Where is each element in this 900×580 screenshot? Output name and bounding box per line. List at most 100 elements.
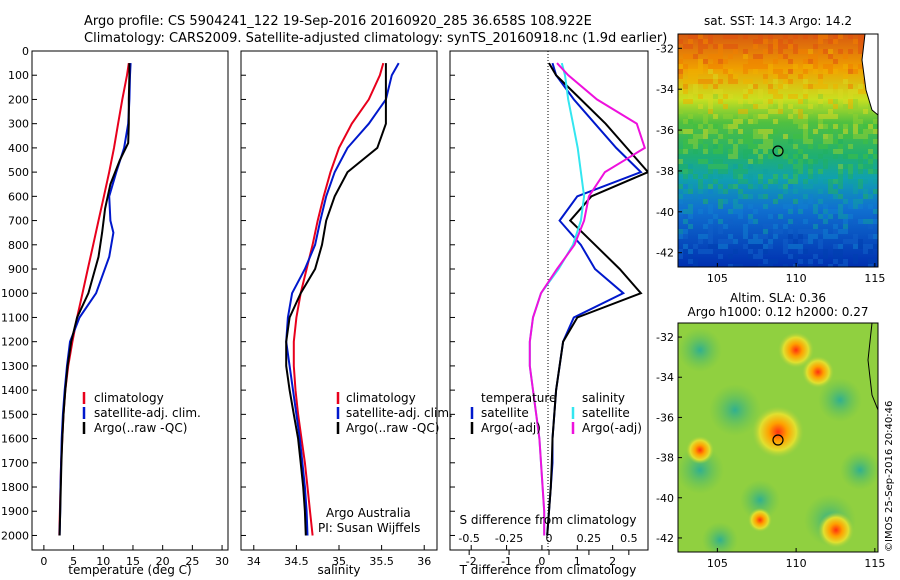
sst-pixel	[838, 49, 843, 54]
sst-pixel	[693, 259, 698, 264]
sst-pixel	[798, 164, 803, 169]
sst-pixel	[773, 179, 778, 184]
sst-pixel	[773, 259, 778, 264]
sst-pixel	[793, 119, 798, 124]
sst-pixel	[793, 244, 798, 249]
sst-pixel	[813, 129, 818, 134]
depth-tick-label: 1800	[1, 481, 29, 494]
lat-tick-label: -32	[656, 331, 674, 344]
temperature-profiles	[58, 62, 132, 536]
sst-pixel	[808, 64, 813, 69]
sst-pixel	[788, 94, 793, 99]
sst-pixel	[688, 114, 693, 119]
sst-pixel	[758, 54, 763, 59]
sst-pixel	[688, 224, 693, 229]
sst-pixel	[718, 44, 723, 49]
sst-pixel	[798, 74, 803, 79]
sst-pixel	[683, 219, 688, 224]
sst-lon-axis: 105 110 115	[707, 263, 885, 285]
sst-pixel	[738, 129, 743, 134]
depth-tick-label: 2000	[1, 529, 29, 542]
sst-pixel	[713, 44, 718, 49]
legend-climatology: climatology	[346, 391, 416, 405]
sst-pixel	[708, 64, 713, 69]
sst-pixel	[738, 189, 743, 194]
sla-high-blob	[686, 436, 714, 464]
sst-pixel	[768, 69, 773, 74]
sst-pixel	[683, 79, 688, 84]
sst-pixel	[858, 89, 863, 94]
sst-pixel	[848, 199, 853, 204]
sst-pixel	[703, 44, 708, 49]
sst-pixel	[818, 49, 823, 54]
sst-pixel	[733, 249, 738, 254]
sst-pixel	[848, 144, 853, 149]
sst-pixel	[678, 234, 683, 239]
sst-pixel	[808, 264, 813, 267]
sst-pixel	[848, 104, 853, 109]
sst-pixel	[778, 219, 783, 224]
sst-pixel	[763, 204, 768, 209]
sst-pixel	[848, 134, 853, 139]
sst-pixel	[733, 49, 738, 54]
sst-pixel	[718, 244, 723, 249]
legend-argo: Argo(..raw -QC)	[346, 421, 439, 435]
sst-pixel	[683, 189, 688, 194]
sst-pixel	[733, 209, 738, 214]
sst-pixel	[858, 244, 863, 249]
sst-pixel	[738, 174, 743, 179]
sst-pixel	[718, 134, 723, 139]
sst-pixel	[768, 144, 773, 149]
sst-pixel	[863, 139, 868, 144]
sst-pixel	[688, 169, 693, 174]
sst-pixel	[788, 234, 793, 239]
sst-lat-axis: -32 -34 -36 -38 -40 -42	[656, 42, 682, 260]
sst-pixel	[703, 174, 708, 179]
depth-tick-label: 1100	[1, 311, 29, 324]
sst-pixel	[818, 39, 823, 44]
sst-pixel	[763, 259, 768, 264]
sst-pixel	[823, 234, 828, 239]
sst-pixel	[708, 124, 713, 129]
sst-pixel	[713, 64, 718, 69]
sst-pixel	[788, 229, 793, 234]
sst-pixel	[783, 239, 788, 244]
sst-pixel	[828, 134, 833, 139]
sst-pixel	[718, 224, 723, 229]
sla-low-blob	[840, 450, 878, 490]
sst-pixel	[728, 139, 733, 144]
sst-pixel	[768, 89, 773, 94]
sst-pixel	[743, 34, 748, 39]
sst-pixel	[748, 144, 753, 149]
sst-pixel	[828, 54, 833, 59]
sst-pixel	[853, 69, 858, 74]
sst-pixel	[798, 149, 803, 154]
sst-pixel	[843, 259, 848, 264]
sst-pixel	[688, 204, 693, 209]
sst-pixel	[833, 139, 838, 144]
sst-pixel	[698, 109, 703, 114]
sst-pixel	[743, 89, 748, 94]
sst-pixel	[718, 54, 723, 59]
sst-pixel	[803, 69, 808, 74]
sst-pixel	[688, 134, 693, 139]
sst-pixel	[758, 34, 763, 39]
sst-pixel	[718, 169, 723, 174]
sst-pixel	[708, 54, 713, 59]
sst-pixel	[843, 199, 848, 204]
sst-pixel	[753, 44, 758, 49]
sst-pixel	[803, 114, 808, 119]
sst-pixel	[828, 179, 833, 184]
sst-pixel	[698, 59, 703, 64]
sst-pixel	[828, 64, 833, 69]
s-difference-axis: -0.5 -0.25 0 0.25 0.5	[458, 532, 638, 555]
sst-pixel	[783, 249, 788, 254]
sst-pixel	[793, 164, 798, 169]
sst-pixel	[843, 154, 848, 159]
sst-pixel	[753, 119, 758, 124]
sst-pixel	[698, 184, 703, 189]
sst-pixel	[848, 239, 853, 244]
sst-pixel	[788, 109, 793, 114]
sst-pixel	[833, 214, 838, 219]
sst-pixel	[783, 184, 788, 189]
